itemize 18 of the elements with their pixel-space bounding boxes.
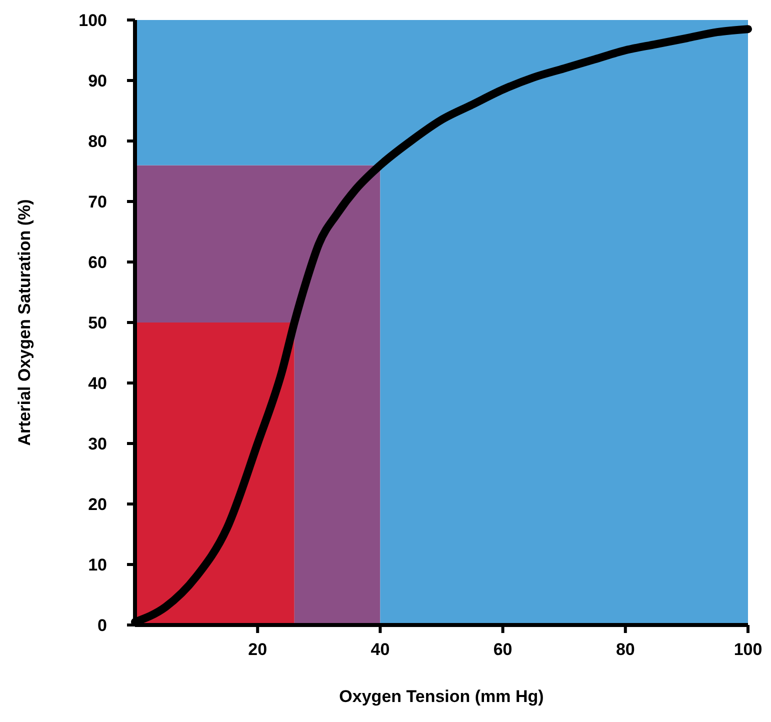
x-tick-label: 80 <box>616 640 635 659</box>
x-tick-label: 40 <box>370 640 390 659</box>
y-tick-label: 60 <box>88 253 107 272</box>
y-tick-label: 40 <box>88 374 107 393</box>
y-tick-label: 90 <box>88 72 107 90</box>
y-tick-label: 100 <box>78 11 107 30</box>
x-tick-label: 20 <box>248 640 268 659</box>
x-axis-title: Oxygen Tension (mm Hg) <box>339 687 544 706</box>
y-tick-label: 20 <box>88 495 107 514</box>
y-axis-title: Arterial Oxygen Saturation (%) <box>15 199 34 446</box>
x-tick-label: 60 <box>493 640 512 659</box>
y-tick-label: 70 <box>88 192 107 212</box>
y-tick-label: 0 <box>98 616 107 635</box>
y-tick-label: 30 <box>88 434 107 454</box>
y-tick-label: 80 <box>88 132 107 151</box>
y-tick-label: 50 <box>88 314 107 332</box>
x-tick-label: 100 <box>734 640 762 659</box>
y-tick-label: 10 <box>88 556 107 574</box>
